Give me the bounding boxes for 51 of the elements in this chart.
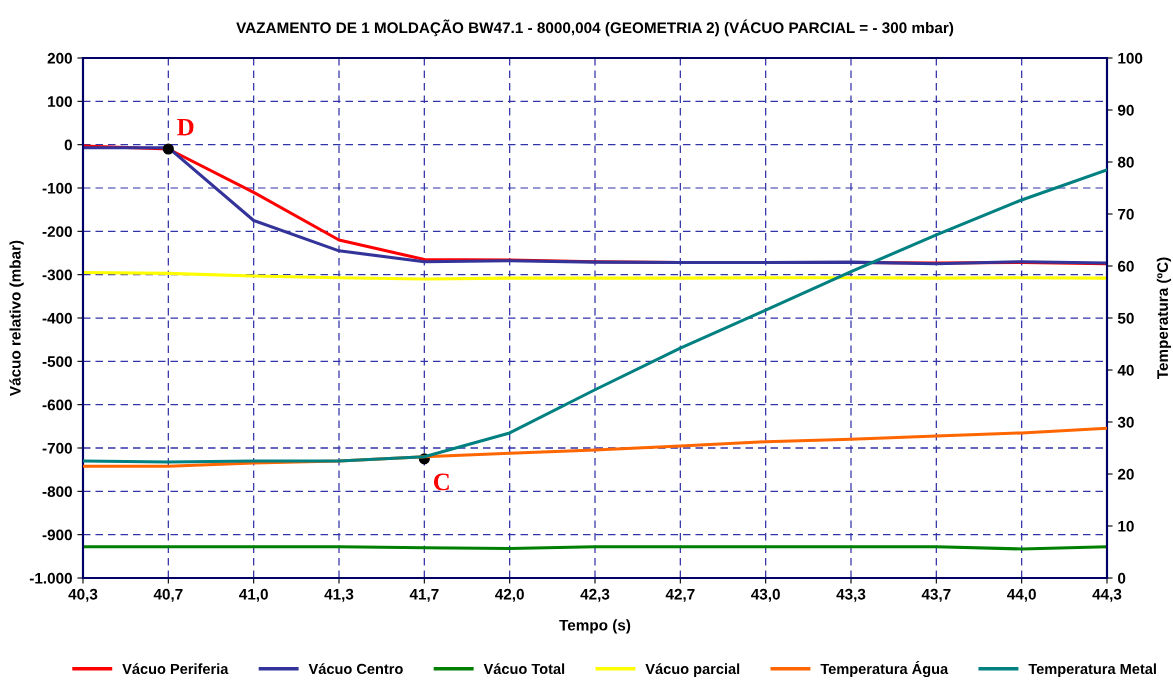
annotation: C bbox=[433, 473, 449, 491]
x-tick-label: 43,7 bbox=[921, 588, 951, 602]
x-tick-label: 42,3 bbox=[580, 588, 610, 602]
x-tick-label: 40,7 bbox=[153, 588, 183, 602]
legend-label: Vácuo parcial bbox=[645, 663, 740, 677]
annotation: D bbox=[177, 118, 194, 136]
y2-tick-label: 10 bbox=[1118, 520, 1134, 532]
x-tick-label: 41,0 bbox=[239, 588, 268, 602]
legend-label: Vácuo Periferia bbox=[122, 663, 229, 675]
x-tick-label: 40,3 bbox=[68, 588, 98, 602]
y-tick-label: 100 bbox=[48, 96, 72, 108]
y2-tick-label: 100 bbox=[1118, 52, 1143, 64]
x-tick-label: 41,3 bbox=[324, 588, 354, 602]
y2-tick-label: 20 bbox=[1117, 468, 1134, 480]
y-tick-label: -300 bbox=[42, 269, 72, 281]
x-tick-label: 44,0 bbox=[1007, 588, 1036, 602]
y-tick-label: -1.000 bbox=[29, 572, 72, 584]
x-tick-label: 43,0 bbox=[751, 588, 780, 602]
y2-tick-label: 50 bbox=[1117, 312, 1134, 324]
y2-tick-label: 0 bbox=[1118, 572, 1126, 584]
legend-label: Temperatura Metal bbox=[1028, 663, 1156, 677]
y2-tick-label: 80 bbox=[1117, 156, 1134, 168]
y2-axis-title: Temperatura (ºC) bbox=[1156, 257, 1172, 380]
y-tick-label: 200 bbox=[47, 52, 72, 64]
y-tick-label: -400 bbox=[42, 312, 72, 324]
legend-label: Vácuo Total bbox=[483, 663, 565, 675]
x-tick-label: 42,0 bbox=[495, 588, 524, 602]
chart-title: VAZAMENTO DE 1 MOLDAÇÃO BW47.1 - 8000,004 (GEOMETRIA 2) (VÁCUO PARCIAL = - 300 mbar) bbox=[236, 19, 954, 37]
y2-tick-label: 30 bbox=[1117, 416, 1134, 428]
legend-label: Temperatura Água bbox=[820, 660, 949, 678]
y-tick-label: -800 bbox=[42, 486, 72, 498]
y-tick-label: -900 bbox=[42, 529, 72, 541]
y2-tick-label: 60 bbox=[1117, 260, 1134, 272]
x-tick-label: 42,7 bbox=[665, 588, 695, 602]
x-tick-label: 41,7 bbox=[409, 588, 439, 602]
line-series bbox=[83, 270, 1107, 281]
x-tick-label: 43,3 bbox=[836, 588, 866, 602]
y-tick-label: -100 bbox=[42, 182, 72, 194]
y-tick-label: -700 bbox=[42, 442, 72, 454]
legend-label: Vácuo Centro bbox=[308, 663, 403, 675]
y-tick-label: -200 bbox=[42, 226, 72, 238]
y-tick-label: -600 bbox=[42, 399, 72, 411]
line-series bbox=[83, 168, 1107, 464]
y-tick-label: -500 bbox=[42, 356, 72, 368]
y-axis-title: Vácuo relativo (mbar) bbox=[9, 240, 24, 396]
y2-tick-label: 90 bbox=[1117, 104, 1134, 116]
x-axis-title: Tempo (s) bbox=[559, 619, 631, 634]
y2-tick-label: 70 bbox=[1118, 208, 1134, 220]
y-tick-label: 0 bbox=[64, 139, 72, 151]
x-tick-label: 44,3 bbox=[1092, 588, 1122, 602]
y2-tick-label: 40 bbox=[1117, 364, 1134, 376]
